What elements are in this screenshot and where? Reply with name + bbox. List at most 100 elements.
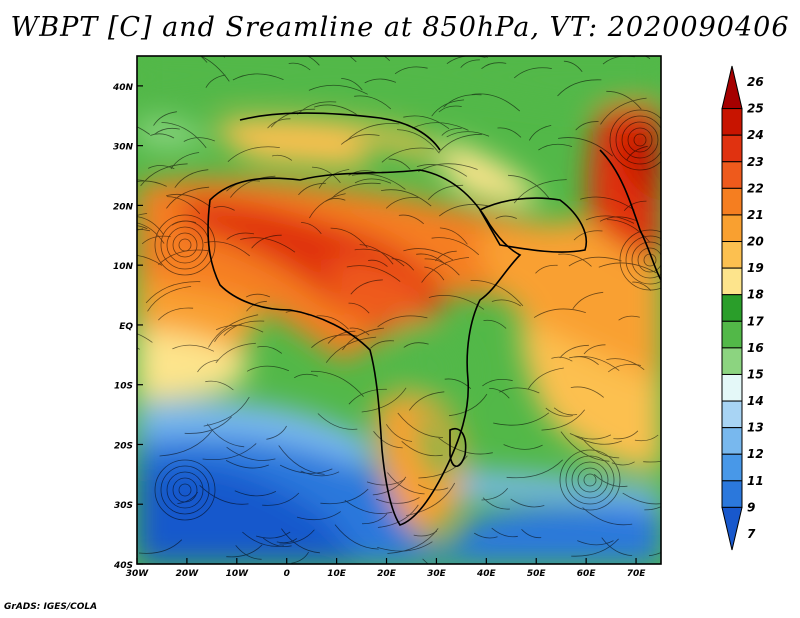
streamline <box>644 506 661 511</box>
colorbar-swatch <box>721 187 743 216</box>
streamline <box>570 386 604 398</box>
streamline <box>424 258 460 276</box>
streamline <box>491 299 522 307</box>
streamline <box>387 528 439 554</box>
streamline <box>320 488 369 505</box>
streamline <box>470 279 524 307</box>
streamline <box>385 197 419 209</box>
streamline <box>234 490 277 497</box>
streamline <box>313 104 357 115</box>
colorbar-label: 13 <box>747 421 764 435</box>
streamline <box>634 434 659 442</box>
vortex-ring <box>178 483 192 497</box>
streamline <box>137 179 145 181</box>
streamline <box>632 281 652 291</box>
colorbar-swatch <box>721 241 743 269</box>
streamline <box>199 485 249 505</box>
map-frame <box>136 55 662 565</box>
streamline <box>140 163 188 187</box>
streamline <box>153 111 177 126</box>
streamline <box>396 129 440 154</box>
lon-label: 30E <box>427 569 447 579</box>
streamline <box>503 444 543 450</box>
streamline <box>159 429 214 457</box>
streamline <box>375 497 420 504</box>
streamline <box>137 126 151 135</box>
streamline <box>401 441 443 457</box>
lon-label: 10E <box>327 569 347 579</box>
streamline <box>271 154 293 161</box>
streamline <box>368 259 388 267</box>
streamline <box>281 528 320 554</box>
vortex-ring <box>615 115 661 165</box>
streamline <box>174 169 209 188</box>
streamline <box>545 407 573 417</box>
streamline <box>137 225 148 230</box>
streamline <box>349 327 370 336</box>
streamline <box>184 416 232 434</box>
streamline <box>611 461 635 466</box>
streamline <box>585 215 635 224</box>
colorbar-label: 7 <box>747 527 756 541</box>
vortex-ring <box>154 459 216 521</box>
streamline <box>441 127 462 136</box>
streamline <box>506 459 563 479</box>
streamline <box>580 196 635 211</box>
streamline <box>255 531 291 539</box>
vortex-ring <box>625 235 661 285</box>
colorbar: 26 25 24 23 22 21 20 19 18 17 16 15 14 13 12 11 9 7 <box>721 65 764 551</box>
streamline <box>276 538 298 544</box>
streamline <box>166 186 210 209</box>
colorbar-label: 18 <box>747 288 764 302</box>
streamline <box>158 249 209 265</box>
streamline <box>535 264 558 274</box>
lat-label: 10S <box>114 382 133 392</box>
streamline <box>481 487 509 501</box>
streamline <box>137 333 153 343</box>
streamline <box>577 540 614 546</box>
streamline <box>381 147 434 163</box>
streamline <box>648 552 661 557</box>
streamline <box>527 367 564 390</box>
streamline <box>202 443 257 461</box>
streamline <box>582 507 633 526</box>
streamline <box>397 412 444 438</box>
streamline <box>377 541 433 552</box>
streamline <box>348 388 387 405</box>
lat-label: 20N <box>113 202 134 212</box>
streamline <box>411 122 469 131</box>
streamline <box>298 182 326 196</box>
streamline <box>538 143 573 151</box>
colorbar-swatch <box>721 480 743 508</box>
coastlines <box>207 112 661 526</box>
streamline <box>418 163 478 173</box>
colorbar-label: 12 <box>747 447 764 461</box>
streamline <box>598 262 657 274</box>
streamline <box>418 455 468 479</box>
streamline <box>497 127 522 138</box>
colorbar-swatch <box>721 347 743 375</box>
colorbar-swatch <box>721 506 743 551</box>
streamline <box>422 558 429 564</box>
streamline <box>482 379 513 387</box>
streamline <box>364 78 397 84</box>
vortex-ring <box>178 238 192 252</box>
streamline <box>348 56 357 63</box>
streamline <box>150 133 175 139</box>
streamline <box>242 531 284 547</box>
streamline <box>230 175 276 198</box>
streamline <box>370 340 395 349</box>
colorbar-swatch <box>721 400 743 429</box>
lat-label: 30S <box>114 501 133 511</box>
streamline <box>593 474 628 487</box>
colorbar-swatch <box>721 65 743 110</box>
streamline <box>288 62 311 71</box>
streamline <box>327 330 356 344</box>
streamline <box>362 513 388 525</box>
vortex-ring <box>565 455 615 505</box>
streamline <box>359 244 394 265</box>
streamline <box>643 460 661 463</box>
streamline <box>223 56 225 58</box>
streamline <box>428 295 485 310</box>
